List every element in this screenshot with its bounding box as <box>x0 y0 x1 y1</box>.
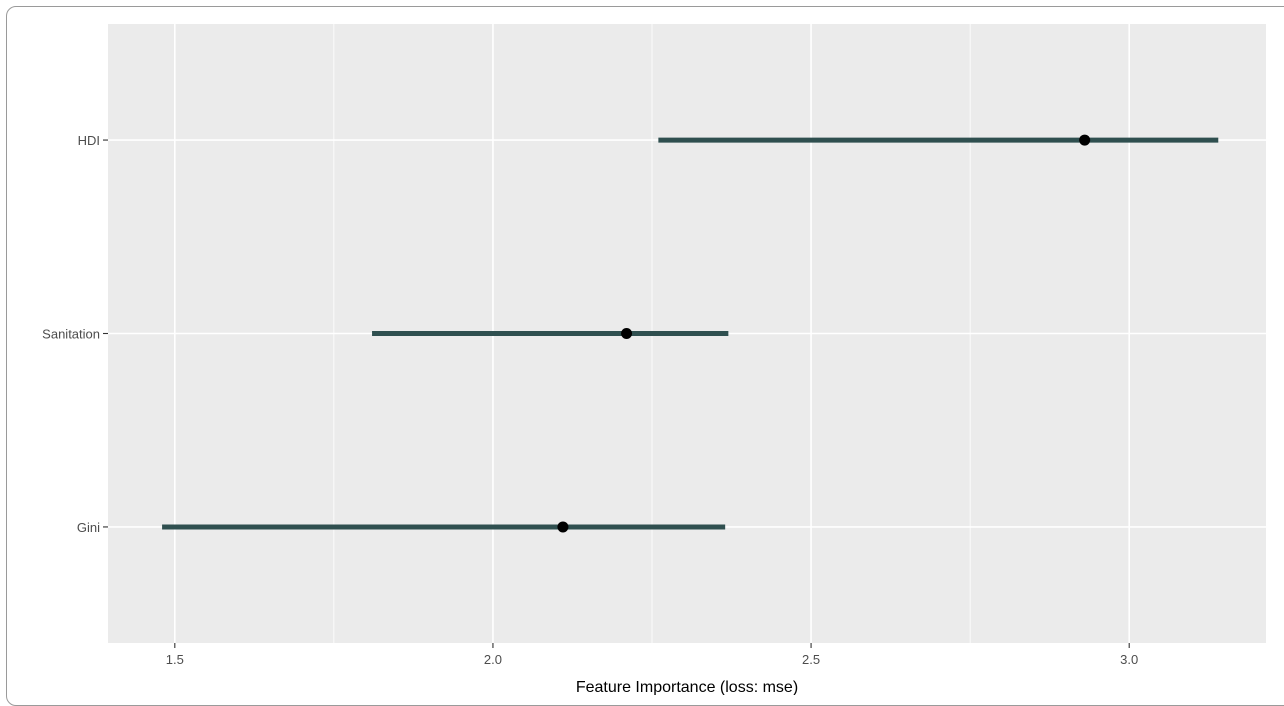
x-axis: 1.5 2.0 2.5 3.0 <box>166 643 1138 667</box>
x-tick-label: 2.5 <box>802 652 820 667</box>
y-tick-label: HDI <box>78 133 100 148</box>
x-tick-label: 1.5 <box>166 652 184 667</box>
interval-bars <box>162 137 1219 530</box>
point-markers <box>557 134 1091 533</box>
x-tick-label: 3.0 <box>1120 652 1138 667</box>
x-tick-label: 2.0 <box>484 652 502 667</box>
y-axis: HDI Sanitation Gini <box>42 133 108 535</box>
point-marker <box>621 328 633 339</box>
y-tick-label: Sanitation <box>42 327 100 342</box>
point-marker <box>557 521 569 533</box>
x-axis-title: Feature Importance (loss: mse) <box>576 679 798 695</box>
point-marker <box>1079 134 1091 146</box>
y-tick-label: Gini <box>77 520 100 535</box>
